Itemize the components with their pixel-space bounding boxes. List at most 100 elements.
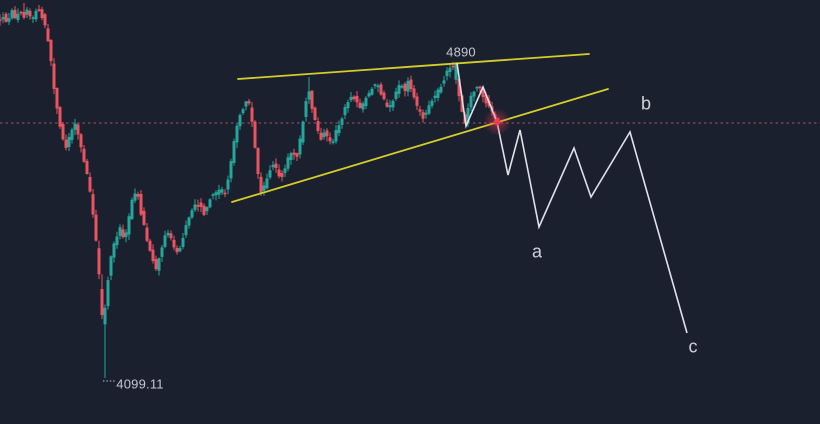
candle-body bbox=[103, 307, 107, 325]
candle-body bbox=[76, 124, 80, 135]
candle-body bbox=[151, 249, 155, 262]
candle-body bbox=[286, 157, 290, 169]
candle-body bbox=[457, 79, 461, 97]
candle-body bbox=[187, 217, 191, 226]
candle-body bbox=[277, 169, 281, 177]
candle-body bbox=[364, 97, 368, 106]
candle-body bbox=[478, 86, 482, 89]
candle-body bbox=[469, 95, 473, 108]
candle-body bbox=[163, 235, 167, 247]
candle-body bbox=[331, 141, 335, 143]
candle-body bbox=[238, 114, 242, 127]
candle-body bbox=[211, 194, 215, 197]
candle-body bbox=[274, 163, 278, 168]
candle-body bbox=[304, 101, 308, 118]
candle-body bbox=[181, 237, 185, 247]
candle-body bbox=[427, 105, 431, 114]
candle-body bbox=[475, 86, 479, 89]
candle-body bbox=[472, 91, 476, 97]
candle-body bbox=[292, 152, 296, 155]
candle-body bbox=[403, 83, 407, 91]
candle-body bbox=[289, 153, 293, 161]
candle-body bbox=[406, 80, 410, 92]
candle-body bbox=[112, 243, 116, 258]
candle-body bbox=[232, 141, 236, 163]
trendline-upper[interactable] bbox=[237, 53, 590, 80]
candle-body bbox=[424, 112, 428, 115]
candle-body bbox=[166, 232, 170, 236]
candle-body bbox=[208, 199, 212, 208]
candle-body bbox=[136, 194, 140, 197]
abc-projection-line[interactable] bbox=[456, 62, 688, 334]
candle-body bbox=[13, 9, 17, 19]
candle-body bbox=[40, 9, 44, 19]
candle-body bbox=[334, 130, 338, 142]
candle-body bbox=[367, 93, 371, 97]
candle-body bbox=[154, 259, 158, 270]
candle-body bbox=[118, 227, 122, 236]
candle-body bbox=[124, 232, 128, 238]
wave-label-b: b bbox=[640, 93, 652, 114]
candle-body bbox=[37, 9, 41, 11]
candle-body bbox=[196, 205, 200, 207]
candle-body bbox=[121, 229, 125, 238]
candle-body bbox=[160, 247, 164, 257]
candle-body bbox=[352, 96, 356, 100]
wave-label-a: a bbox=[531, 241, 543, 262]
candle-body bbox=[454, 64, 458, 80]
candle-body bbox=[433, 95, 437, 99]
candle-body bbox=[361, 103, 365, 110]
candle-body bbox=[157, 258, 161, 271]
candle-body bbox=[31, 17, 35, 19]
candle-body bbox=[202, 205, 206, 215]
candle-body bbox=[217, 189, 221, 195]
entry-marker-dot[interactable] bbox=[493, 118, 501, 126]
candle-body bbox=[349, 96, 353, 101]
candle-body bbox=[55, 87, 59, 109]
candle-body bbox=[253, 121, 257, 148]
candle-body bbox=[106, 280, 110, 307]
candle-body bbox=[268, 170, 272, 178]
candle-body bbox=[94, 214, 98, 241]
candle-body bbox=[139, 193, 143, 215]
candle-body bbox=[448, 67, 452, 73]
candle-body bbox=[235, 125, 239, 143]
candle-body bbox=[28, 10, 32, 17]
candle-body bbox=[355, 95, 359, 103]
candle-body bbox=[385, 102, 389, 107]
candle-body bbox=[481, 90, 485, 97]
candle-body bbox=[271, 164, 275, 168]
candle-body bbox=[484, 94, 488, 104]
candle-body bbox=[307, 91, 311, 100]
candle-body bbox=[397, 85, 401, 94]
candle-body bbox=[10, 10, 14, 19]
candle-body bbox=[388, 105, 392, 108]
candle-body bbox=[100, 289, 104, 316]
candle-body bbox=[244, 101, 248, 107]
candle-body bbox=[373, 84, 377, 86]
candle-body bbox=[295, 153, 299, 157]
candle-body bbox=[436, 89, 440, 98]
low-price-label: 4099.11 bbox=[116, 376, 164, 392]
candle-body bbox=[214, 192, 218, 196]
candle-body bbox=[142, 210, 146, 225]
candle-body bbox=[115, 236, 119, 246]
wave-label-c: c bbox=[688, 336, 698, 357]
candle-body bbox=[109, 256, 113, 276]
candle-body bbox=[298, 138, 302, 155]
trendline-lower[interactable] bbox=[231, 88, 609, 203]
candle-body bbox=[19, 11, 23, 14]
candle-body bbox=[34, 10, 38, 20]
candle-body bbox=[58, 107, 62, 127]
candle-body bbox=[313, 107, 317, 120]
candle-body bbox=[262, 185, 266, 191]
candle-body bbox=[358, 102, 362, 108]
candle-body bbox=[97, 248, 101, 275]
candle-body bbox=[316, 121, 320, 132]
candle-body bbox=[229, 161, 233, 179]
candle-body bbox=[328, 137, 332, 142]
candle-body bbox=[148, 240, 152, 251]
candle-body bbox=[25, 9, 29, 15]
